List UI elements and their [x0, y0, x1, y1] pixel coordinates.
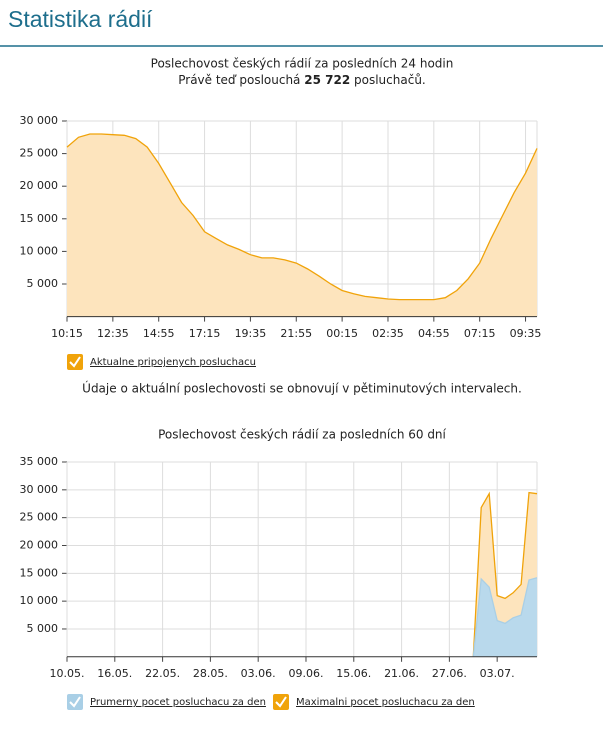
x-tick-label: 04:55 [418, 327, 450, 340]
y-tick-label: 35 000 [20, 455, 59, 468]
y-tick-label: 10 000 [20, 244, 59, 257]
legend-label: Aktualne pripojenych posluchacu [90, 357, 256, 368]
update-note: Údaje o aktuální poslechovosti se obnovu… [82, 381, 522, 396]
y-tick-label: 30 000 [20, 483, 59, 496]
y-tick-label: 15 000 [20, 566, 59, 579]
x-tick-label: 07:15 [464, 327, 496, 340]
x-tick-label: 12:35 [97, 327, 129, 340]
x-tick-label: 22.05. [145, 667, 180, 680]
chart-subtitle: Právě teď poslouchá 25 722 posluchačů. [178, 73, 426, 87]
y-tick-label: 25 000 [20, 511, 59, 524]
x-tick-label: 21.06. [384, 667, 419, 680]
y-tick-label: 25 000 [20, 147, 59, 160]
legend-label: Prumerny pocet posluchacu za den [90, 697, 266, 708]
x-tick-label: 09:35 [510, 327, 542, 340]
subtitle-suffix: posluchačů. [354, 73, 426, 87]
legend-check [275, 696, 287, 708]
x-tick-label: 00:15 [326, 327, 358, 340]
x-tick-label: 10:15 [51, 327, 83, 340]
y-tick-label: 5 000 [27, 277, 59, 290]
x-tick-label: 16.05. [97, 667, 132, 680]
x-tick-label: 03.07. [480, 667, 515, 680]
line [472, 577, 538, 657]
y-tick-label: 10 000 [20, 594, 59, 607]
current-listeners: 25 722 [304, 73, 350, 87]
x-tick-label: 09.06. [288, 667, 323, 680]
line [472, 491, 538, 657]
x-tick-label: 15.06. [336, 667, 371, 680]
legend-label: Maximalni pocet posluchacu za den [296, 697, 475, 708]
area [473, 577, 537, 657]
x-tick-label: 02:35 [372, 327, 404, 340]
chart-title: Poslechovost českých rádií za posledních… [151, 57, 454, 71]
area [67, 134, 537, 317]
y-tick-label: 15 000 [20, 212, 59, 225]
y-tick-label: 30 000 [20, 114, 59, 127]
x-tick-label: 28.05. [193, 667, 228, 680]
x-tick-label: 21:55 [280, 327, 312, 340]
legend-swatch [67, 694, 83, 710]
x-tick-label: 19:35 [235, 327, 267, 340]
x-tick-label: 10.05. [50, 667, 85, 680]
x-tick-label: 27.06. [432, 667, 467, 680]
legend-swatch [273, 694, 289, 710]
subtitle-prefix: Právě teď poslouchá [178, 73, 300, 87]
x-tick-label: 17:15 [189, 327, 221, 340]
legend-check [69, 696, 81, 708]
y-tick-label: 5 000 [27, 622, 59, 635]
y-tick-label: 20 000 [20, 538, 59, 551]
page-title: Statistika rádií [8, 6, 153, 32]
chart-title: Poslechovost českých rádií za posledních… [158, 428, 446, 442]
x-tick-label: 03.06. [241, 667, 276, 680]
legend-swatch [67, 354, 83, 370]
line [66, 133, 538, 301]
y-tick-label: 20 000 [20, 179, 59, 192]
x-tick-label: 14:55 [143, 327, 175, 340]
legend-check [69, 356, 81, 368]
